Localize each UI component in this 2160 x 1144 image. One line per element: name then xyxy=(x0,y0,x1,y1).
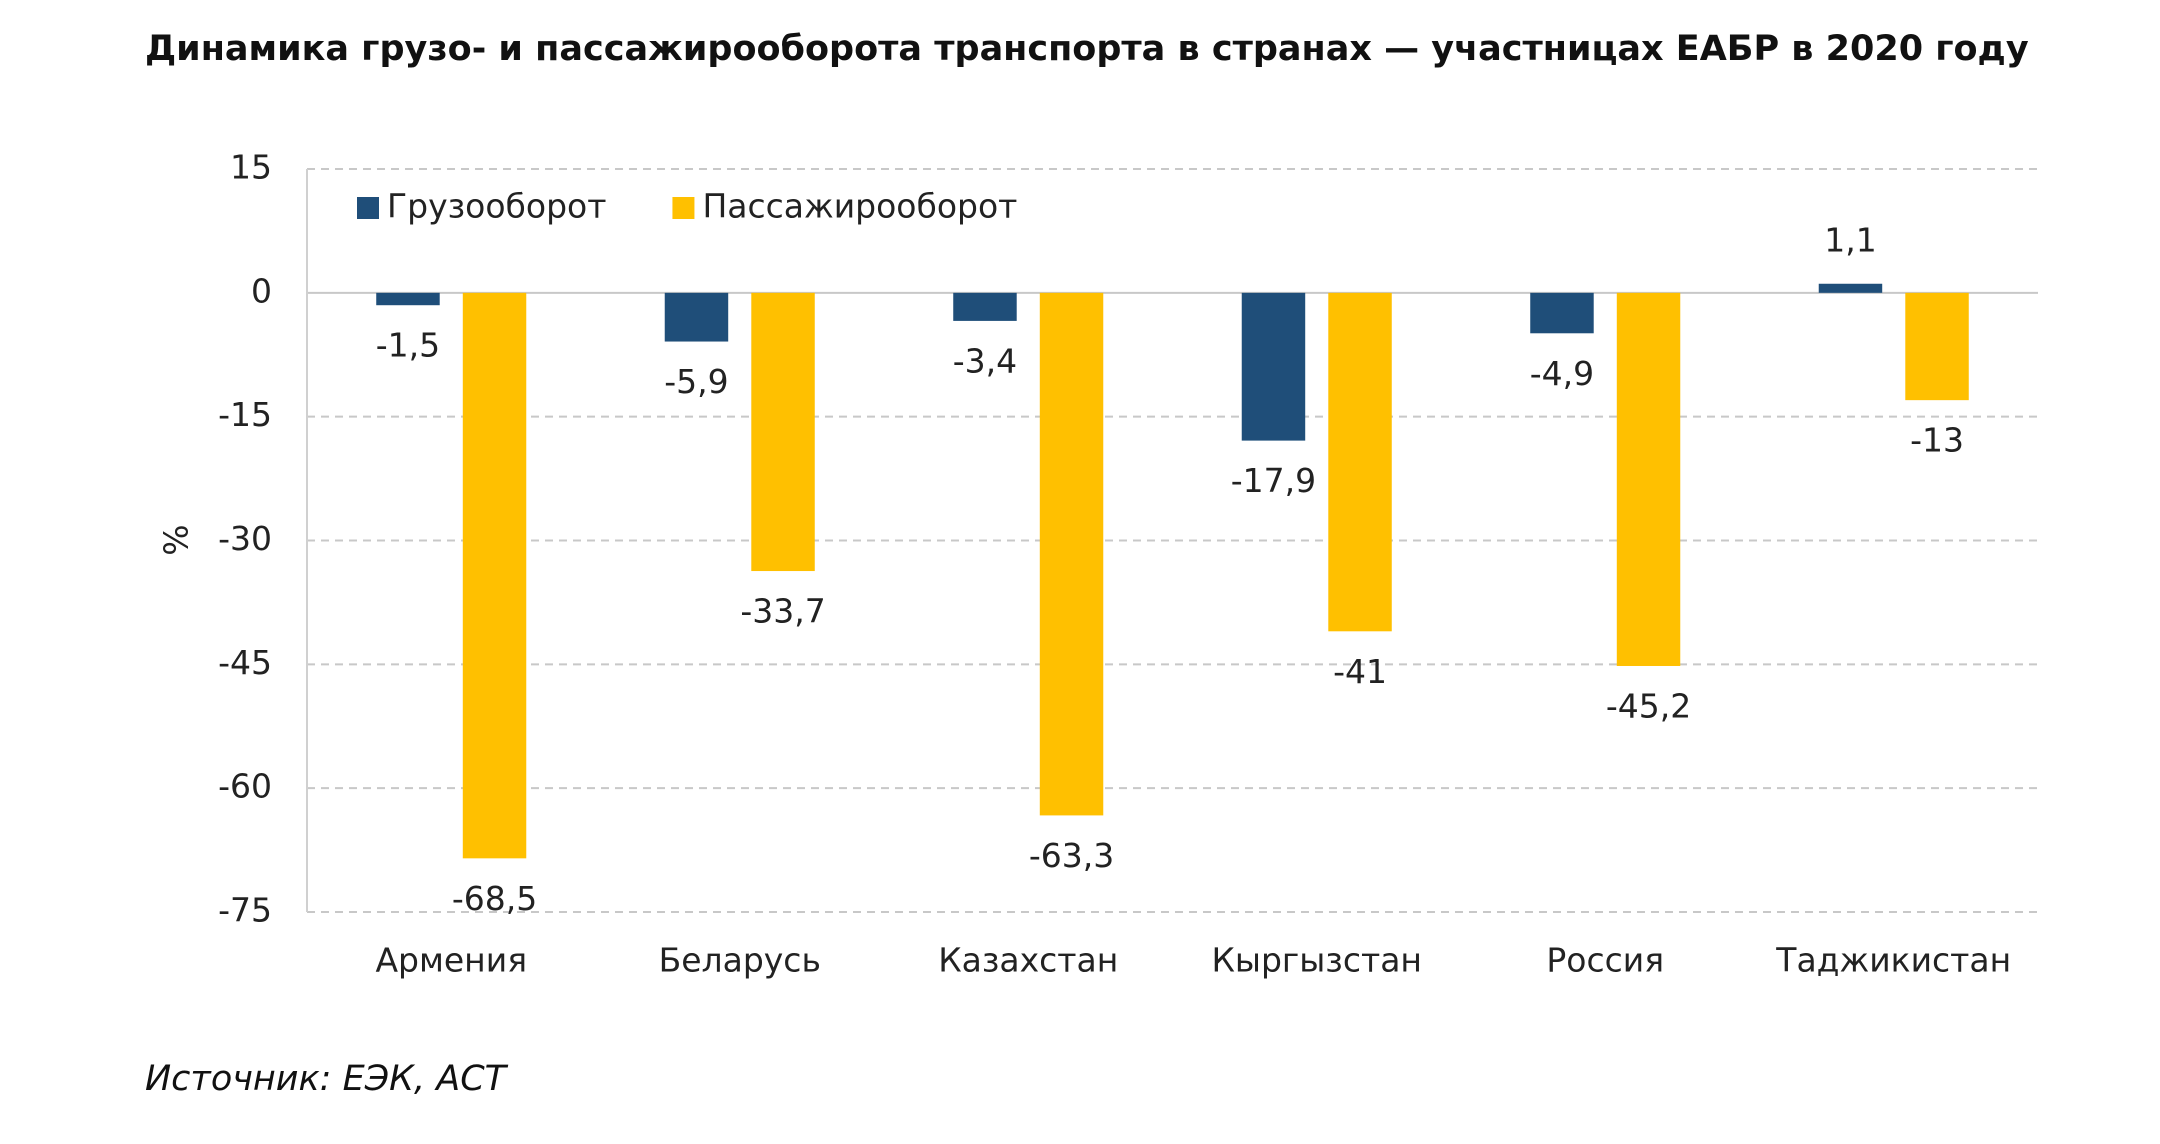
y-tick-label: 0 xyxy=(251,271,272,310)
chart-title: Динамика грузо- и пассажирооборота транс… xyxy=(145,29,2029,69)
bar xyxy=(664,292,729,342)
y-tick-label: -60 xyxy=(218,767,272,806)
x-tick-label: Россия xyxy=(1546,941,1664,980)
bar xyxy=(1328,292,1392,632)
bar xyxy=(1818,283,1883,293)
legend-swatch xyxy=(672,197,695,219)
y-tick-label: 15 xyxy=(230,148,272,187)
y-tick-label: -75 xyxy=(218,891,272,930)
bar xyxy=(1241,292,1306,441)
data-label: -3,4 xyxy=(953,341,1017,380)
y-tick-label: -45 xyxy=(218,643,272,682)
data-label: -4,9 xyxy=(1530,354,1594,393)
x-tick-label: Беларусь xyxy=(659,941,821,980)
data-label: -1,5 xyxy=(376,326,440,365)
source-note: Источник: ЕЭК, АСТ xyxy=(145,1059,509,1099)
x-tick-label: Таджикистан xyxy=(1775,941,2011,980)
data-label: 1,1 xyxy=(1824,220,1876,259)
data-label: -41 xyxy=(1333,652,1387,691)
bar xyxy=(462,292,527,859)
data-label: -5,9 xyxy=(664,362,728,401)
bar xyxy=(1530,292,1594,334)
data-label: -13 xyxy=(1910,421,1964,460)
x-tick-label: Армения xyxy=(375,941,527,980)
bar xyxy=(1039,292,1104,816)
legend-swatch xyxy=(357,197,379,219)
bar xyxy=(376,292,440,306)
bar xyxy=(1905,292,1969,401)
x-tick-label: Кыргызстан xyxy=(1211,941,1422,980)
data-label: -45,2 xyxy=(1606,686,1691,725)
y-axis-label: % xyxy=(157,524,196,555)
bar xyxy=(751,292,815,572)
x-tick-label: Казахстан xyxy=(938,941,1118,980)
legend-label: Грузооборот xyxy=(387,187,606,226)
y-tick-label: -30 xyxy=(218,519,272,558)
data-label: -33,7 xyxy=(740,592,825,631)
data-label: -63,3 xyxy=(1029,836,1114,875)
bar xyxy=(1616,292,1681,666)
data-label: -17,9 xyxy=(1231,461,1316,500)
data-label: -68,5 xyxy=(452,879,537,918)
y-tick-label: -15 xyxy=(218,395,272,434)
legend-label: Пассажирооборот xyxy=(702,187,1017,226)
bar xyxy=(953,292,1017,321)
